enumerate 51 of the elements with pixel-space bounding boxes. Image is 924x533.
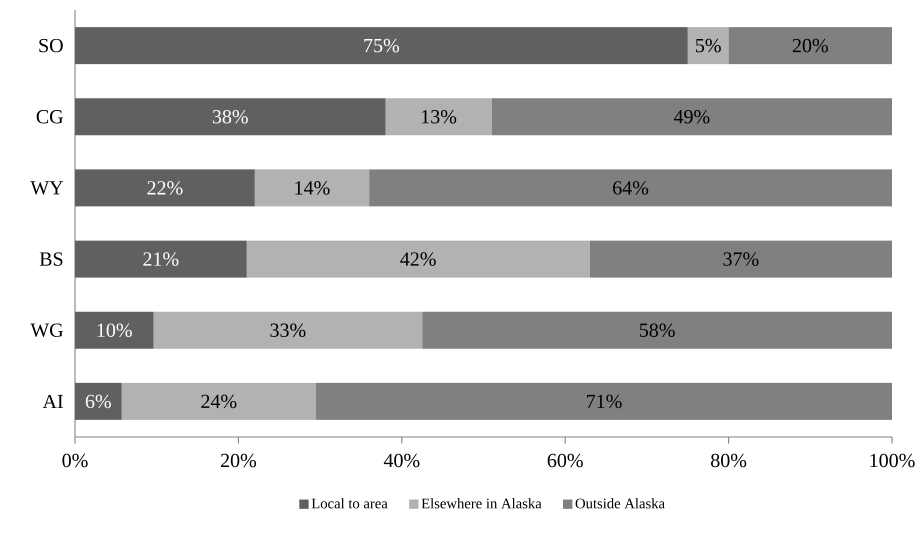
data-label: 37%: [723, 252, 759, 266]
data-label: 14%: [295, 181, 330, 195]
bar: [75, 312, 154, 349]
data-label: 58%: [640, 323, 675, 338]
bar: [75, 98, 386, 136]
data-label: 42%: [400, 252, 436, 266]
x-tick-label: 100%: [870, 454, 915, 468]
bar: [385, 98, 492, 136]
legend-label: Outside Alaska: [576, 498, 665, 508]
data-label: 75%: [364, 38, 400, 52]
data-label: 10%: [98, 323, 132, 338]
bar: [422, 312, 892, 349]
y-tick-label: AI: [42, 394, 63, 408]
bar: [492, 98, 892, 136]
x-tick-label: 0%: [62, 454, 88, 468]
legend-label: Elsewhere in Alaska: [422, 498, 542, 508]
x-tick-label: 60%: [548, 454, 583, 468]
bar: [369, 169, 892, 206]
data-label: 13%: [422, 110, 456, 124]
x-tick-label: 80%: [711, 454, 746, 468]
bar: [688, 27, 729, 64]
data-label: 71%: [587, 394, 622, 408]
y-tick-label: SO: [39, 38, 63, 52]
bar: [316, 382, 892, 420]
data-label: 33%: [270, 323, 306, 338]
data-label: 20%: [792, 38, 828, 52]
bar: [728, 27, 892, 64]
y-tick-label: WY: [30, 181, 64, 195]
bar: [246, 240, 590, 278]
bar: [75, 169, 255, 206]
y-tick-label: BS: [40, 252, 62, 266]
data-label: 5%: [696, 38, 721, 52]
bar: [153, 312, 422, 349]
y-tick-label: CG: [36, 110, 64, 124]
x-tick-label: 20%: [220, 454, 256, 468]
data-label: 21%: [143, 252, 178, 266]
data-label: 49%: [674, 110, 710, 124]
bar: [75, 240, 247, 278]
data-label: 24%: [201, 394, 236, 408]
x-tick-label: 40%: [384, 454, 420, 468]
bar: [75, 27, 688, 64]
bar: [122, 382, 316, 420]
bar: [75, 382, 122, 420]
data-label: 38%: [212, 110, 248, 124]
bar: [254, 169, 370, 206]
y-tick-label: WG: [30, 323, 64, 338]
data-label: 64%: [613, 181, 648, 195]
bar: [590, 240, 892, 278]
data-label: 22%: [147, 181, 183, 195]
data-label: 6%: [86, 394, 111, 408]
legend-label: Local to area: [312, 498, 388, 508]
